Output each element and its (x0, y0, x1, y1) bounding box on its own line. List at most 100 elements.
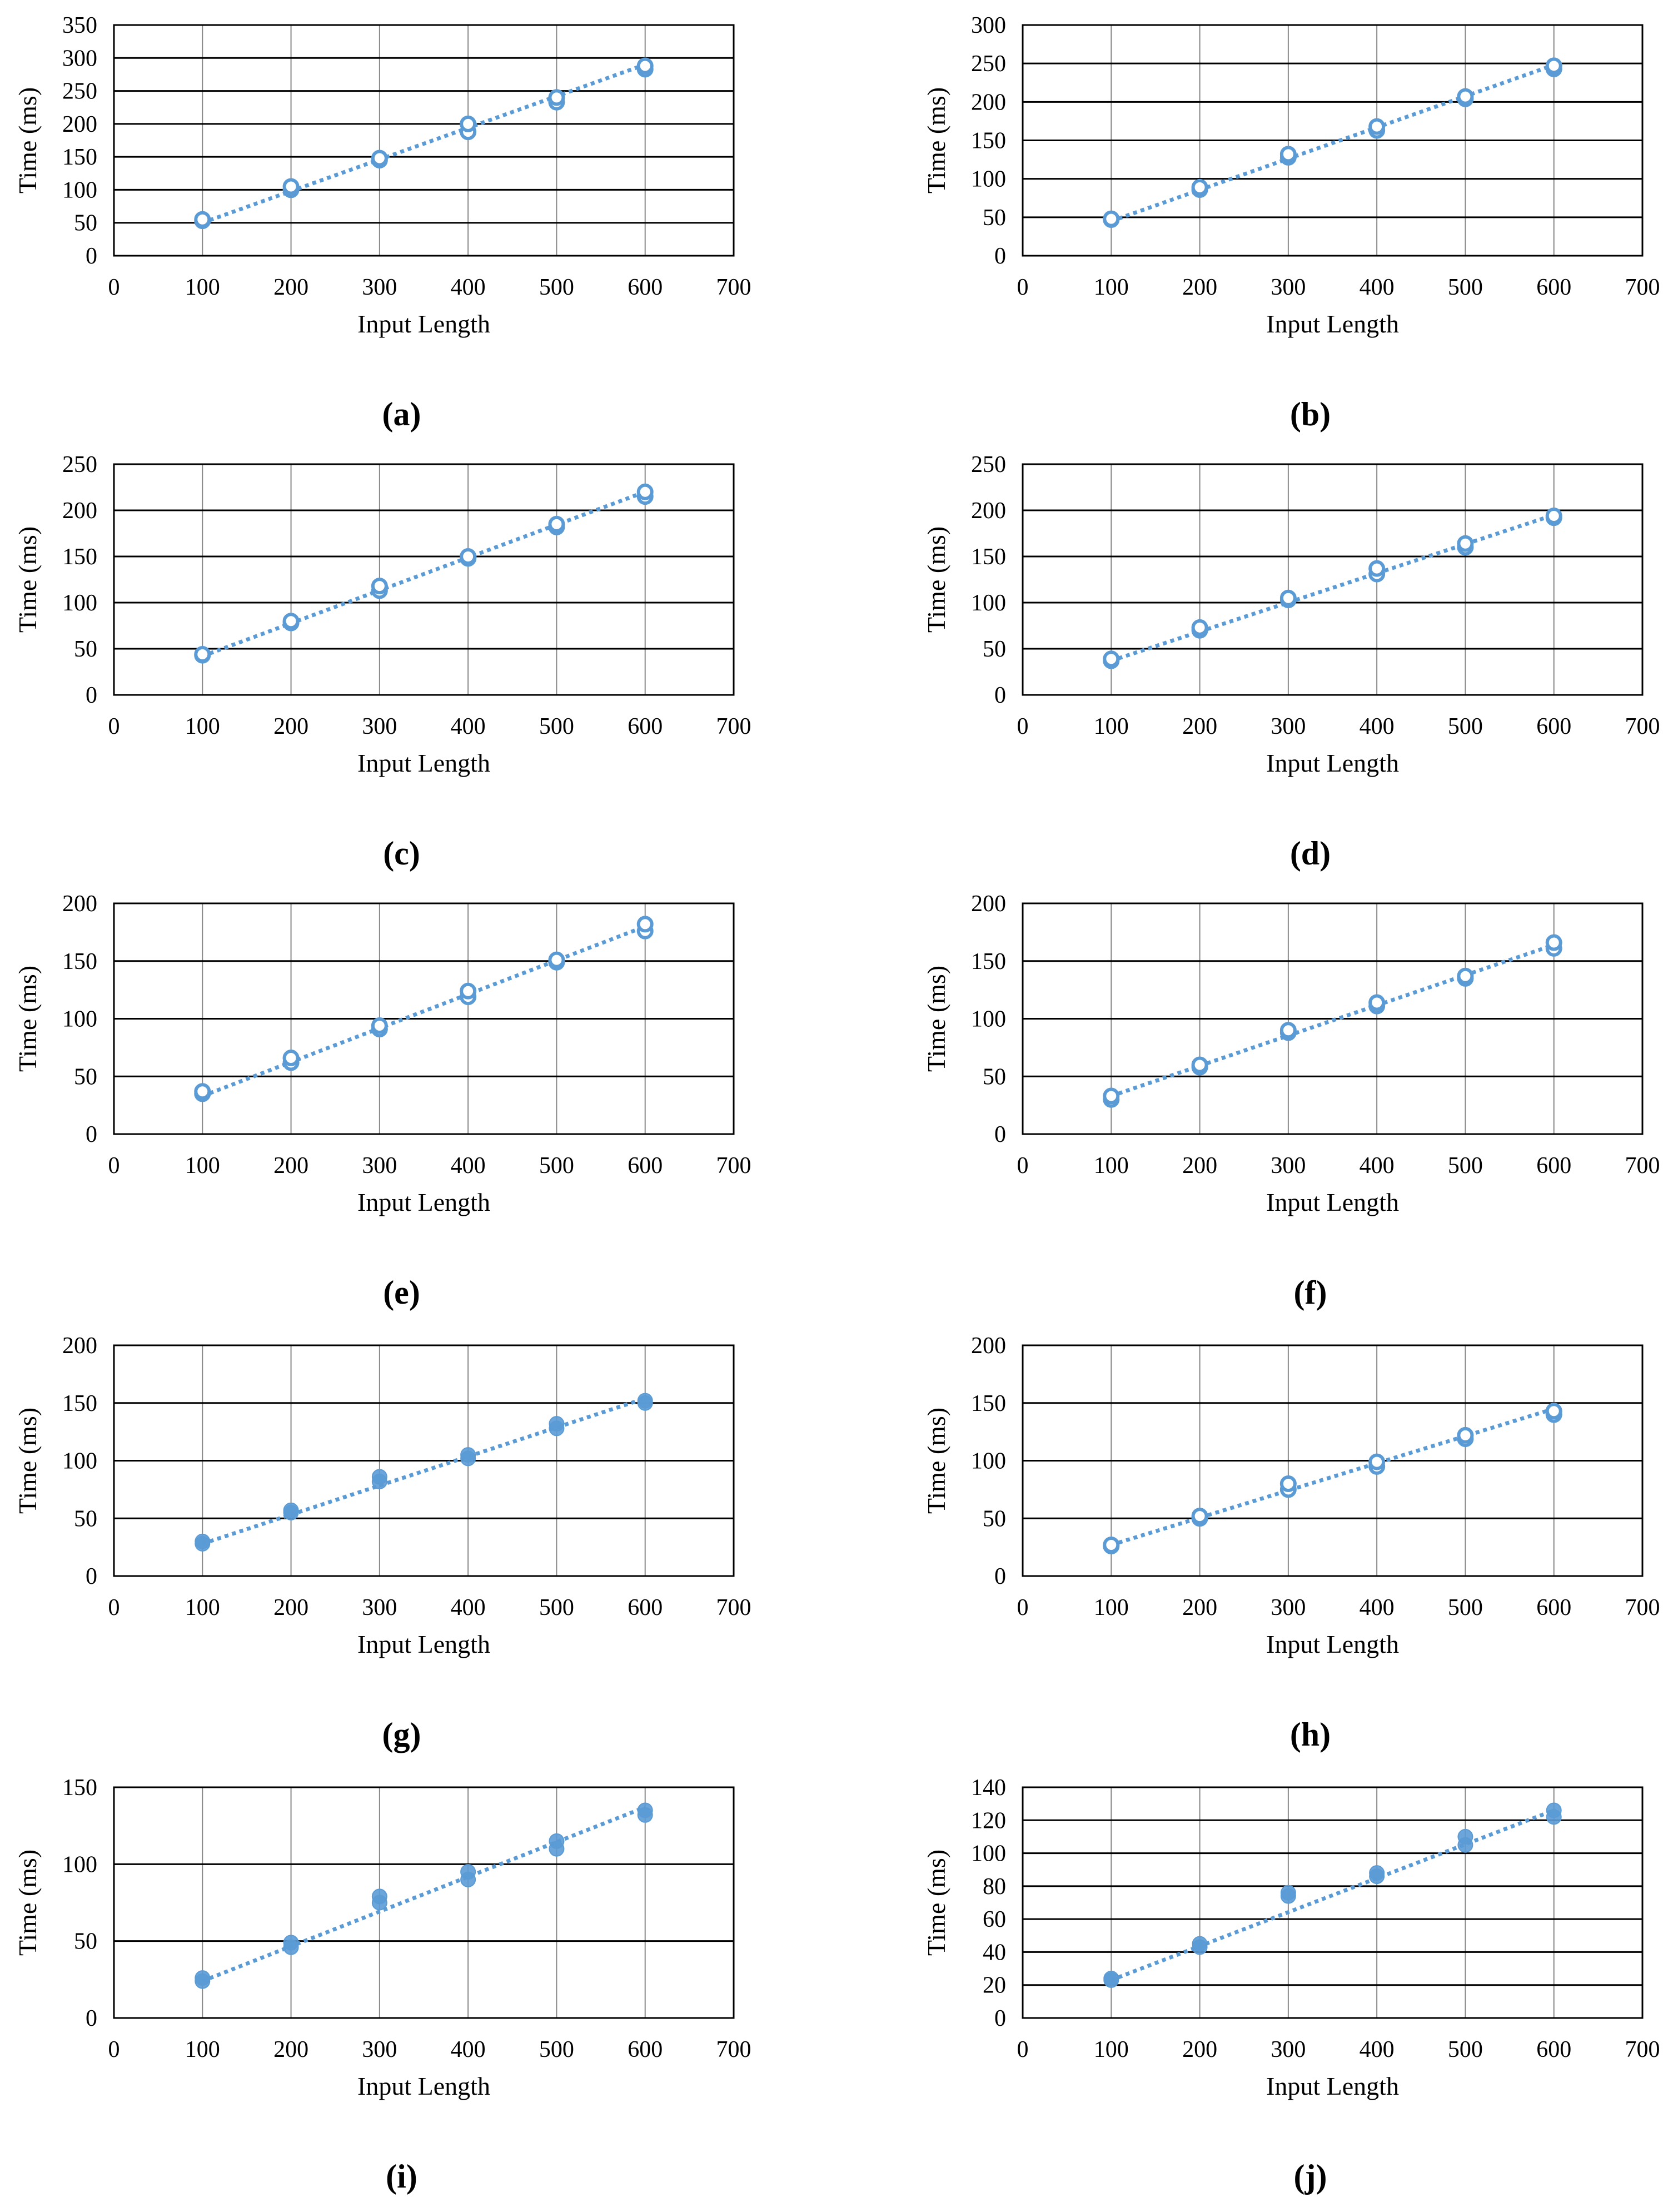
x-tick-label: 600 (1536, 714, 1571, 739)
x-axis-label: Input Length (1266, 2072, 1399, 2100)
trendline (202, 62, 646, 225)
x-tick-label: 300 (362, 1595, 397, 1621)
data-point (637, 1802, 653, 1818)
panel-label: (a) (382, 396, 421, 433)
y-tick-label: 50 (74, 211, 97, 236)
data-point (1457, 1426, 1474, 1444)
x-tick-label: 200 (273, 2037, 308, 2062)
y-tick-label: 100 (62, 1852, 97, 1877)
x-tick-label: 500 (539, 275, 574, 300)
y-tick-label: 150 (62, 1391, 97, 1416)
data-point (371, 1017, 388, 1034)
panel-label: (f) (1294, 1274, 1327, 1311)
trendline (1111, 513, 1555, 663)
x-tick-label: 600 (628, 2037, 663, 2062)
x-tick-label: 300 (362, 275, 397, 300)
y-tick-label: 150 (62, 145, 97, 170)
y-tick-label: 100 (62, 177, 97, 203)
y-tick-label: 200 (971, 1333, 1006, 1359)
y-axis-label: Time (ms) (922, 1850, 950, 1956)
y-tick-label: 50 (74, 1506, 97, 1532)
y-tick-label: 60 (983, 1907, 1006, 1932)
y-tick-label: 0 (994, 2006, 1006, 2031)
x-tick-label: 100 (1094, 275, 1129, 300)
y-tick-label: 200 (62, 1333, 97, 1359)
x-tick-label: 300 (362, 714, 397, 739)
data-point (1279, 1475, 1297, 1492)
y-axis-label: Time (ms) (922, 1408, 950, 1514)
trendline (1111, 1406, 1555, 1547)
x-tick-label: 0 (1017, 714, 1029, 739)
x-tick-label: 500 (1448, 714, 1483, 739)
data-point (549, 1833, 565, 1849)
plot-frame (1022, 463, 1644, 696)
data-point (371, 1469, 387, 1485)
y-tick-label: 350 (62, 13, 97, 38)
x-tick-label: 100 (185, 714, 220, 739)
y-tick-label: 0 (994, 683, 1006, 708)
y-tick-label: 50 (74, 637, 97, 662)
y-tick-label: 140 (971, 1775, 1006, 1801)
x-tick-label: 300 (362, 1153, 397, 1179)
y-tick-label: 0 (86, 1564, 97, 1589)
y-tick-label: 100 (62, 1007, 97, 1032)
y-tick-label: 100 (62, 1449, 97, 1474)
x-tick-label: 500 (539, 2037, 574, 2062)
data-point (1103, 650, 1120, 668)
y-tick-label: 300 (971, 13, 1006, 38)
panel-d-chart: 0 50 100 150 200 250 0 100 200 300 400 500 600 700 Inp… (922, 452, 1660, 872)
panel-e-chart: 0 50 100 150 200 0 100 200 300 400 500 600 700 Input … (13, 891, 751, 1311)
x-tick-label: 0 (108, 2037, 120, 2062)
data-point (460, 115, 477, 132)
x-tick-label: 300 (1271, 714, 1306, 739)
x-tick-label: 700 (1625, 1595, 1660, 1621)
y-tick-label: 50 (74, 1929, 97, 1955)
data-point (1191, 619, 1208, 636)
x-axis-label: Input Length (1266, 1188, 1399, 1216)
trendline (202, 924, 646, 1098)
plot-frame (113, 902, 735, 1135)
y-axis-label: Time (ms) (922, 87, 950, 193)
data-point (460, 982, 477, 1000)
x-tick-label: 0 (1017, 2037, 1029, 2062)
x-tick-label: 400 (451, 1153, 486, 1179)
x-tick-label: 200 (273, 275, 308, 300)
y-tick-label: 150 (62, 544, 97, 570)
trendline (1111, 63, 1555, 223)
x-axis-label: Input Length (1266, 749, 1399, 777)
plot-frame (1022, 24, 1644, 257)
data-point (194, 645, 211, 663)
data-point (1279, 146, 1297, 163)
y-tick-label: 40 (983, 1940, 1006, 1965)
y-tick-label: 0 (994, 1122, 1006, 1147)
x-tick-label: 100 (185, 1153, 220, 1179)
x-tick-label: 300 (1271, 2037, 1306, 2062)
data-point (194, 1083, 211, 1100)
x-tick-label: 700 (716, 275, 751, 300)
x-tick-label: 100 (1094, 1595, 1129, 1621)
x-tick-label: 500 (1448, 1153, 1483, 1179)
data-point (636, 57, 654, 74)
trendline (202, 490, 646, 658)
trendline (202, 1396, 646, 1546)
x-tick-label: 400 (451, 275, 486, 300)
y-tick-label: 150 (971, 949, 1006, 975)
x-axis-label: Input Length (1266, 310, 1399, 338)
x-tick-label: 100 (185, 275, 220, 300)
x-tick-label: 600 (628, 1595, 663, 1621)
plot-frame (113, 1344, 735, 1577)
plot-frame (113, 1786, 735, 2019)
data-point (1191, 1508, 1208, 1525)
data-point (282, 1050, 300, 1067)
plot-frame (113, 463, 735, 696)
data-point (637, 1393, 653, 1409)
panel-c-chart: 0 50 100 150 200 250 0 100 200 300 400 500 600 700 Inp… (13, 452, 751, 872)
y-tick-label: 200 (971, 498, 1006, 524)
data-point (1457, 967, 1474, 985)
plot-frame (1022, 1344, 1644, 1577)
y-tick-label: 50 (983, 1064, 1006, 1090)
plot-frame (1022, 1786, 1644, 2019)
y-tick-label: 300 (62, 46, 97, 71)
x-tick-label: 400 (451, 1595, 486, 1621)
